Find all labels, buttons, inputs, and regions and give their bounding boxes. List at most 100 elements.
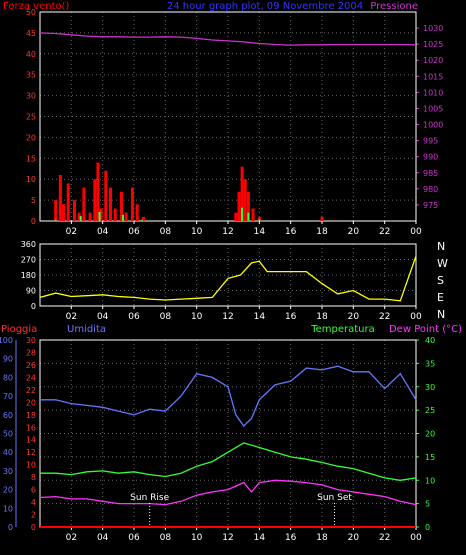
pioggia-tick-label: 8 [31,473,36,482]
umidita-tick-label: 50 [3,430,13,439]
wind-average-bar [79,215,82,221]
wind-gust-bar [234,212,238,221]
x-tick-label: 02 [66,533,77,543]
pioggia-tick-label: 2 [31,511,36,520]
umidita-tick-label: 0 [8,523,13,532]
pressure-tick-label: 1005 [423,104,443,113]
sun-set-label: Sun Set [317,493,352,503]
wind-average-bar [258,219,261,221]
x-tick-label: 06 [128,312,140,322]
x-tick-label: 10 [191,533,203,543]
x-tick-label: 16 [285,312,297,322]
pioggia-tick-label: 30 [26,336,36,345]
pressure-tick-label: 1010 [423,88,443,97]
pressure-tick-label: 1000 [423,121,443,130]
wind-tick-label: 10 [26,175,36,184]
wind-gust-bar [113,208,117,221]
umidita-tick-label: 30 [3,467,13,476]
wind-gust-bar [62,204,65,221]
wind-average-bar [122,214,125,221]
wind-gust-bar [130,187,134,221]
wind-axis-label: Forza vento() [3,1,70,12]
wind-tick-label: 35 [26,71,36,80]
direction-tick-label: 180 [21,271,36,280]
pioggia-tick-label: 6 [31,486,36,495]
x-tick-label: 10 [191,227,203,237]
compass-label: E [437,291,444,304]
temperatura-tick-label: 40 [425,336,435,345]
x-tick-label: 00 [410,533,422,543]
x-tick-label: 20 [348,533,360,543]
wind-direction-line [39,255,417,302]
x-tick-label: 14 [254,227,266,237]
umidita-tick-label: 90 [3,355,13,364]
compass-label: S [437,274,444,287]
wind-tick-label: 50 [26,8,36,17]
panel1-axes: 0510152025303540455097598098599099510001… [26,8,444,237]
wind-gust-bar [104,170,108,221]
temperatura-line [40,442,417,481]
compass-label: N [437,240,445,253]
wind-tick-label: 15 [26,154,36,163]
wind-tick-label: 20 [26,133,36,142]
sun-markers: Sun Rise Sun Set [130,493,352,527]
humidity-temperature-panel: Pioggia Umidita Temperatura Dew Point (°… [0,324,462,543]
pioggia-tick-label: 10 [26,461,36,470]
pioggia-tick-label: 22 [26,386,36,395]
pressure-tick-label: 1030 [423,24,443,33]
pressure-tick-label: 980 [423,185,438,194]
umidita-tick-label: 70 [3,392,13,401]
temperatura-tick-label: 0 [425,523,430,532]
pressure-tick-label: 1015 [423,72,443,81]
sun-rise-label: Sun Rise [130,493,169,503]
umidita-tick-label: 100 [0,336,13,345]
pressure-tick-label: 985 [423,169,438,178]
pioggia-tick-label: 16 [26,423,36,432]
wind-gust-bar [135,204,139,221]
x-tick-label: 22 [379,312,390,322]
x-tick-label: 08 [160,227,172,237]
panel1-grid [40,12,416,221]
x-tick-label: 00 [410,227,422,237]
umidita-line [40,365,417,427]
pressure-tick-label: 995 [423,137,438,146]
wind-tick-label: 5 [31,196,36,205]
pressure-tick-label: 1020 [423,56,443,65]
x-tick-label: 20 [348,312,360,322]
x-tick-label: 12 [222,227,233,237]
x-tick-label: 02 [66,227,77,237]
umidita-label: Umidita [67,324,106,335]
pressure-line [39,32,417,46]
temperatura-tick-label: 35 [425,359,435,368]
wind-gust-bar [77,212,81,221]
wind-average-bar [140,219,143,221]
panel3-axes: 0102030405060708090100024681012141618202… [0,336,435,543]
wind-gust-bar [246,191,250,221]
umidita-tick-label: 80 [3,373,13,382]
direction-tick-label: 270 [21,256,36,265]
x-tick-label: 14 [254,533,266,543]
panel1-series [39,32,417,221]
direction-tick-label: 360 [21,240,36,249]
wind-gust-bar [243,179,247,221]
umidita-tick-label: 10 [3,504,13,513]
x-tick-label: 18 [316,312,328,322]
x-tick-label: 22 [379,533,390,543]
compass-label: N [437,308,445,321]
pioggia-tick-label: 20 [26,398,36,407]
wind-gust-bar [66,183,70,221]
x-tick-label: 08 [160,533,172,543]
x-tick-label: 02 [66,312,77,322]
wind-gust-bar [141,216,145,221]
x-tick-label: 16 [285,533,297,543]
x-tick-label: 04 [97,227,109,237]
panel3-series [39,365,417,528]
x-tick-label: 04 [97,533,109,543]
pressure-tick-label: 1025 [423,40,443,49]
dew-point-label: Dew Point (°C) [389,324,462,335]
temperatura-label: Temperatura [310,324,375,335]
wind-gust-bar [58,175,62,221]
pioggia-tick-label: 14 [26,436,36,445]
x-tick-label: 06 [128,227,140,237]
